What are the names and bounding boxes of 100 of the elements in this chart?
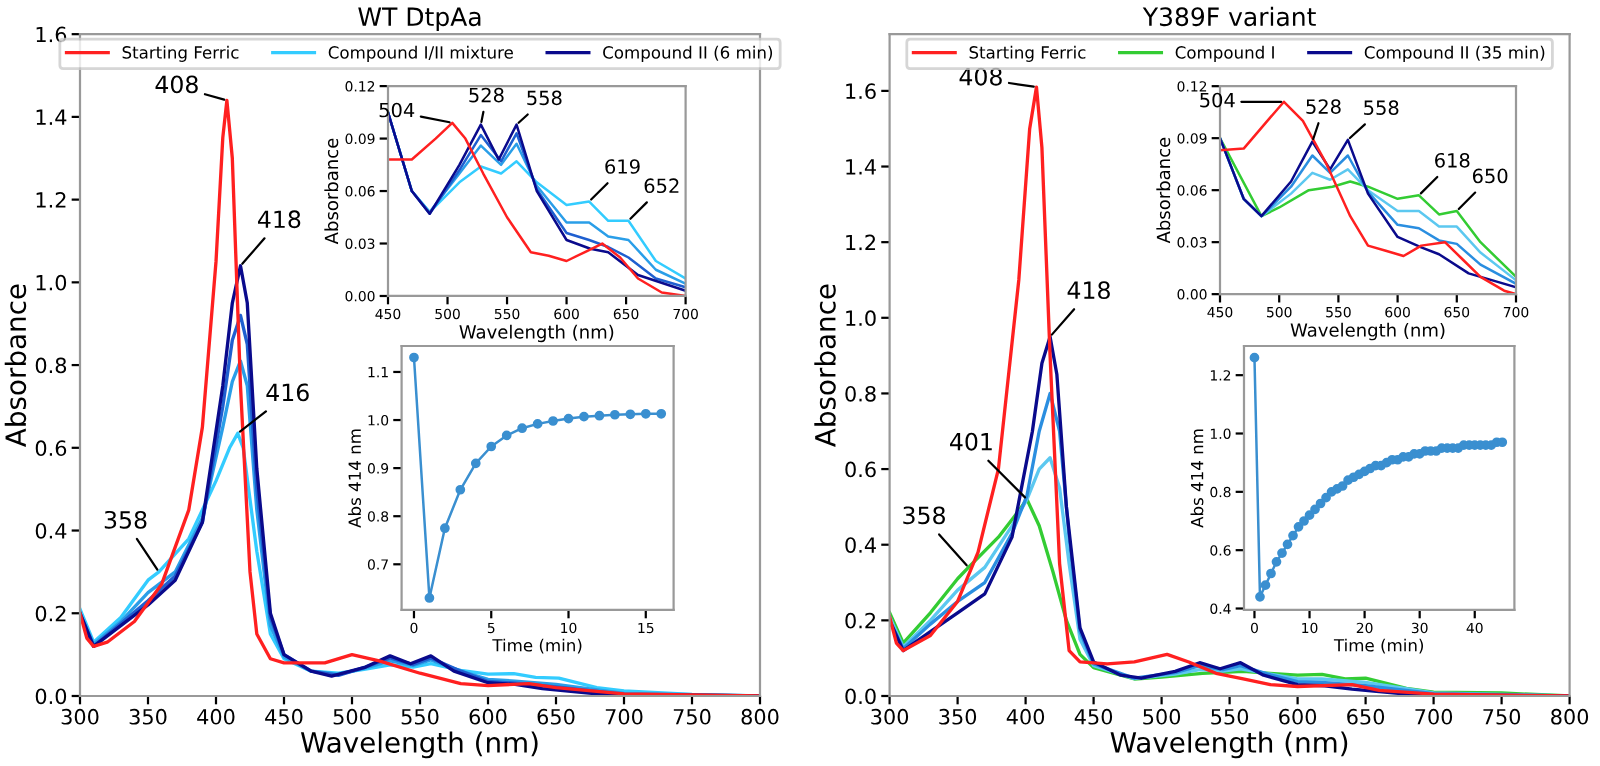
point: [1255, 591, 1265, 602]
x-tick-label: 350: [939, 708, 977, 725]
x-tick-label: 700: [605, 708, 643, 725]
point: [1315, 498, 1326, 509]
x-tick-label: 800: [1551, 708, 1589, 725]
annotation: 650: [1472, 168, 1508, 184]
x-tick-label: 300: [61, 708, 99, 725]
point: [610, 409, 620, 420]
x-tick-label: 650: [1347, 708, 1385, 725]
point: [625, 409, 636, 420]
y-axis-title: Absorbance: [1156, 137, 1171, 244]
point: [1337, 481, 1348, 491]
point: [532, 419, 543, 429]
point: [656, 408, 667, 419]
x-tick-label: 600: [1279, 708, 1317, 725]
point: [1277, 548, 1287, 558]
y-tick-label: 0.2: [845, 612, 876, 629]
point: [440, 523, 450, 534]
point: [501, 430, 512, 441]
legend-label: Compound I: [1175, 45, 1274, 62]
annotation: 504: [1200, 92, 1235, 108]
y-tick-label: 0.8: [845, 385, 876, 402]
annotation: 652: [644, 178, 679, 194]
y-tick-label: 1.0: [846, 310, 876, 327]
x-tick-label: 750: [1483, 708, 1521, 725]
annotation: 418: [257, 210, 301, 229]
x-axis-title: Wavelength (nm): [459, 324, 614, 343]
y-tick-label: 1.4: [846, 159, 876, 175]
annotation: 408: [155, 75, 198, 94]
point: [1288, 530, 1298, 541]
y-tick-label: 0.0: [845, 688, 876, 705]
legend-label: Compound II (35 min): [1364, 45, 1545, 62]
chart-title: WT DtpAa: [358, 7, 481, 32]
point: [640, 408, 651, 419]
annotation: 528: [1306, 99, 1341, 114]
y-tick-label: 0.4: [35, 522, 67, 539]
x-tick-label: 350: [129, 708, 167, 725]
x-tick-label: 800: [741, 708, 779, 725]
y-axis-title: Abs 414 nm: [1190, 429, 1204, 528]
text: Starting Ferric: [122, 45, 239, 62]
annotation: 619: [605, 159, 640, 174]
x-tick-label: 400: [1006, 708, 1045, 725]
point: [409, 352, 419, 363]
x-tick-label: 550: [1211, 708, 1249, 725]
y-tick-label: 0.4: [845, 537, 876, 553]
y-axis-title: Absorbance: [814, 284, 836, 447]
annotation: 401: [950, 432, 992, 451]
point: [1299, 516, 1309, 526]
y-axis-title: Abs 414 nm: [348, 429, 362, 528]
annotation: 528: [469, 87, 504, 103]
x-axis-title: Wavelength (nm): [1110, 731, 1348, 759]
point: [1260, 580, 1271, 591]
x-axis-title: Wavelength (nm): [300, 731, 538, 759]
x-tick-label: 600: [469, 708, 507, 725]
annotation: 416: [266, 383, 309, 402]
annotation: 358: [903, 506, 945, 525]
annotation: 418: [1067, 281, 1110, 300]
y-tick-label: 0.8: [35, 357, 67, 374]
x-tick-label: 450: [1074, 708, 1113, 725]
x-tick-label: 500: [1143, 708, 1181, 725]
annotation: 504: [379, 102, 415, 118]
y-tick-label: 1.4: [36, 109, 67, 125]
chart-title: Y389F variant: [1142, 6, 1316, 27]
point: [1271, 556, 1282, 567]
y-axis-title: Absorbance: [4, 284, 27, 447]
x-tick-label: 750: [673, 708, 711, 725]
y-axis-title: Absorbance: [324, 138, 339, 245]
annotation: 358: [104, 510, 147, 529]
x-axis-title: Time (min): [492, 638, 582, 654]
point: [455, 484, 466, 495]
point: [1249, 352, 1260, 363]
annotation: 558: [1364, 100, 1399, 115]
x-tick-label: 700: [1415, 708, 1453, 725]
x-tick-label: 550: [401, 708, 439, 725]
point: [424, 593, 435, 603]
point: [1282, 539, 1293, 550]
y-tick-label: 1.2: [36, 192, 66, 208]
legend-label: Compound I/II mixture: [328, 45, 513, 62]
y-tick-label: 0.2: [35, 605, 66, 622]
point: [579, 411, 589, 422]
point: [1304, 510, 1315, 521]
annotation: 408: [959, 67, 1002, 86]
annotation: 618: [1435, 152, 1470, 168]
y-tick-label: 1.6: [36, 26, 67, 43]
x-tick-label: 450: [265, 708, 303, 725]
y-tick-label: 0.0: [35, 688, 67, 705]
y-tick-label: 1.2: [846, 234, 876, 251]
point: [1293, 521, 1304, 532]
point: [563, 413, 574, 424]
y-tick-label: 1.0: [36, 274, 67, 291]
x-tick-label: 500: [333, 708, 371, 725]
point: [517, 423, 528, 434]
y-tick-label: 0.6: [35, 440, 67, 457]
x-tick-label: 300: [871, 708, 909, 725]
point: [470, 458, 481, 469]
point: [594, 410, 605, 421]
annotation: 558: [527, 90, 562, 106]
x-axis-title: Time (min): [1333, 638, 1424, 654]
point: [548, 416, 558, 426]
y-tick-label: 1.6: [846, 83, 876, 100]
